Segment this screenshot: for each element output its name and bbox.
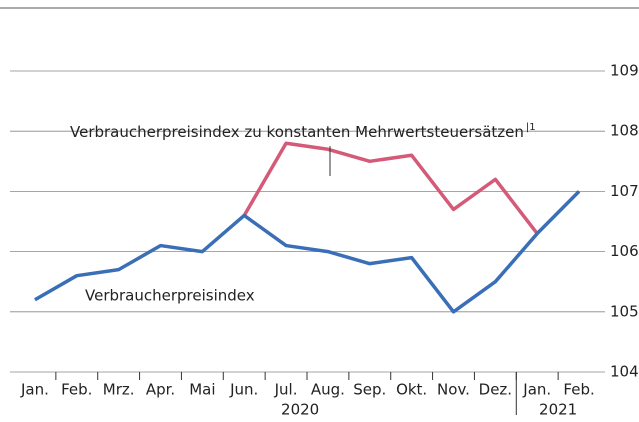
x-tick-label: Apr. bbox=[146, 381, 175, 399]
y-tick-label: 106 bbox=[610, 242, 639, 260]
x-tick-label: Mai bbox=[189, 381, 215, 399]
x-tick-label: Feb. bbox=[563, 381, 594, 399]
series-label: Verbraucherpreisindex bbox=[85, 287, 255, 305]
x-tick-label: Jul. bbox=[274, 381, 298, 399]
y-tick-label: 109 bbox=[610, 62, 639, 80]
x-tick-label: Okt. bbox=[396, 381, 427, 399]
x-tick-label: Mrz. bbox=[103, 381, 135, 399]
y-tick-label: 104 bbox=[610, 363, 639, 381]
x-tick-label: Nov. bbox=[437, 381, 470, 399]
y-tick-label: 108 bbox=[610, 122, 639, 140]
x-tick-label: Aug. bbox=[311, 381, 345, 399]
x-tick-label: Dez. bbox=[479, 381, 512, 399]
x-tick-label: Jun. bbox=[229, 381, 258, 399]
series-line bbox=[34, 190, 581, 314]
series-label-text: Verbraucherpreisindex zu konstanten Mehr… bbox=[70, 123, 524, 141]
x-tick-label: Sep. bbox=[353, 381, 386, 399]
footnote-bar: | bbox=[526, 122, 529, 133]
y-tick-label: 107 bbox=[610, 182, 639, 200]
series-line bbox=[242, 141, 539, 235]
footnote: 1 bbox=[529, 122, 535, 133]
x-tick-label: Jan. bbox=[20, 381, 49, 399]
series-label: Verbraucherpreisindex zu konstanten Mehr… bbox=[70, 122, 536, 141]
x-tick-label: Feb. bbox=[61, 381, 92, 399]
y-tick-label: 105 bbox=[610, 302, 639, 320]
year-label: 2021 bbox=[539, 401, 577, 419]
year-label: 2020 bbox=[281, 401, 319, 419]
x-tick-label: Jan. bbox=[522, 381, 551, 399]
